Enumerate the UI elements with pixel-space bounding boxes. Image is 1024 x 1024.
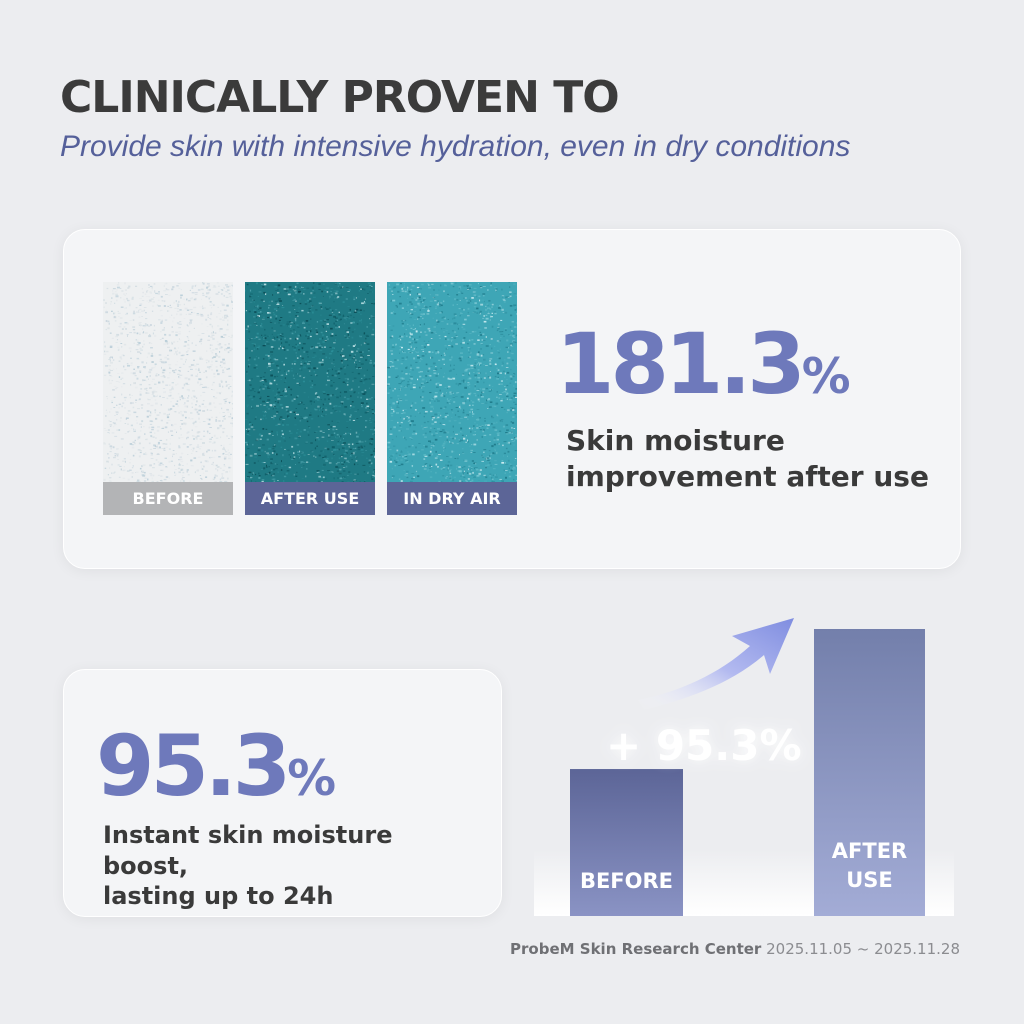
page-subtitle: Provide skin with intensive hydration, e… [60, 130, 851, 163]
moisture-improvement-description: Skin moisture improvement after use [566, 423, 946, 496]
moisture-boost-unit: % [287, 751, 337, 807]
light-teal-skin-texture [387, 282, 517, 482]
research-period: 2025.11.05 ~ 2025.11.28 [766, 940, 960, 958]
increase-annotation: + 95.3% [606, 721, 802, 770]
swatch-before: BEFORE [103, 282, 233, 515]
bar-label-after-use: AFTER USE [832, 839, 907, 892]
moisture-improvement-desc-line1: Skin moisture [566, 424, 785, 457]
swatch-in-dry-air-label: IN DRY AIR [387, 482, 517, 515]
pale-gray-skin-texture [103, 282, 233, 482]
bar-label-before: BEFORE [580, 869, 673, 893]
research-source: ProbeM Skin Research Center 2025.11.05 ~… [510, 940, 960, 958]
moisture-boost-desc-line1: Instant skin moisture boost, [103, 821, 393, 880]
moisture-boost-stat: 95.3% [96, 724, 336, 808]
moisture-improvement-desc-line2: improvement after use [566, 460, 929, 494]
svg-text:+ 95.3%: + 95.3% [606, 721, 802, 770]
curved-up-arrow-icon [638, 618, 794, 710]
bar-after-use [814, 629, 925, 916]
swatch-before-label: BEFORE [103, 482, 233, 515]
moisture-improvement-value: 181.3 [556, 315, 806, 413]
moisture-improvement-unit: % [801, 349, 851, 405]
moisture-boost-description: Instant skin moisture boost, lasting up … [103, 820, 483, 912]
swatch-in-dry-air: IN DRY AIR [387, 282, 517, 515]
research-organization: ProbeM Skin Research Center [510, 940, 762, 958]
swatch-after-use: AFTER USE [245, 282, 375, 515]
moisture-improvement-stat: 181.3% [556, 322, 851, 406]
dark-teal-skin-texture [245, 282, 375, 482]
moisture-boost-desc-line2: lasting up to 24h [103, 882, 334, 911]
moisture-boost-card [63, 669, 502, 917]
swatch-after-use-label: AFTER USE [245, 482, 375, 515]
bar-before [570, 769, 683, 916]
page-title: CLINICALLY PROVEN TO [60, 72, 620, 123]
moisture-boost-value: 95.3 [96, 717, 291, 815]
